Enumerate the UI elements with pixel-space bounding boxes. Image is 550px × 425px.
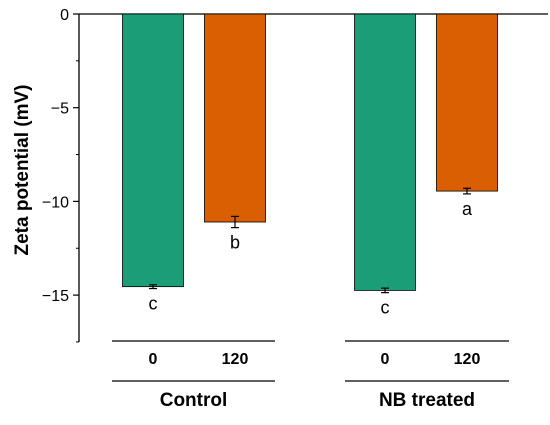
x-tick-label: 0 [149, 351, 158, 368]
x-tick-label: 0 [381, 351, 390, 368]
significance-letter: b [230, 233, 240, 253]
y-tick-label: −10 [42, 194, 69, 211]
category-layer: 0 120 Control 0 120 NB treated [112, 340, 509, 411]
x-tick-label: 120 [454, 351, 481, 368]
letter-layer: c b c a [149, 199, 473, 318]
significance-letter: a [462, 199, 473, 219]
group-label: NB treated [379, 390, 475, 411]
y-tick-label: −5 [51, 101, 69, 118]
bar [122, 13, 184, 288]
y-tick-label: −15 [42, 288, 69, 305]
significance-letter: c [381, 298, 390, 318]
y-tick-label: 0 [60, 7, 69, 24]
bar [436, 13, 498, 192]
bar-layer [122, 13, 498, 291]
x-tick-label: 120 [222, 351, 249, 368]
error-layer [149, 187, 471, 294]
significance-letter: c [149, 294, 158, 314]
y-axis-title: Zeta potential (mV) [12, 84, 33, 255]
group-label: Control [160, 390, 228, 411]
bar [204, 13, 266, 223]
bar [354, 13, 416, 291]
